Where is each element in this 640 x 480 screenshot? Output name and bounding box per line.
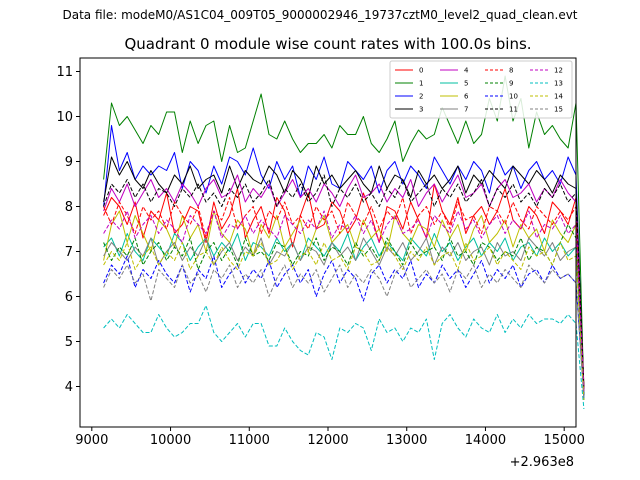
legend-box <box>389 60 573 119</box>
legend-label-1: 1 <box>419 80 423 88</box>
series-layer <box>103 75 585 410</box>
series-line-5 <box>103 233 585 401</box>
series-line-3 <box>103 156 585 387</box>
series-line-0 <box>103 183 585 387</box>
legend-label-3: 3 <box>419 106 423 114</box>
axes-layer: 9000 10000 11000 12000 13000 14000 15000 4 5 6 7 8 9… <box>56 57 585 448</box>
series-line-4 <box>103 174 585 392</box>
y-tick-label: 8 <box>65 200 73 215</box>
legend-label-12: 12 <box>554 67 563 75</box>
series-line-2 <box>103 125 585 401</box>
series-line-14 <box>103 242 585 401</box>
legend-label-14: 14 <box>554 93 563 101</box>
y-tick-label: 10 <box>56 110 73 125</box>
series-line-8 <box>103 197 585 392</box>
x-tick-label: 9000 <box>75 433 108 448</box>
legend-label-15: 15 <box>554 106 563 114</box>
file-label: Data file: modeM0/AS1C04_009T05_90000029… <box>62 8 577 22</box>
x-tick-label: 12000 <box>307 433 348 448</box>
y-tick-label: 6 <box>65 290 73 305</box>
x-tick-label: 11000 <box>229 433 270 448</box>
legend-label-9: 9 <box>509 80 513 88</box>
legend-label-0: 0 <box>419 67 423 75</box>
x-tick-label: 14000 <box>465 433 506 448</box>
legend-label-2: 2 <box>419 93 423 101</box>
legend-label-10: 10 <box>509 93 518 101</box>
legend-label-7: 7 <box>464 106 468 114</box>
legend-label-4: 4 <box>464 67 469 75</box>
y-tick-label: 4 <box>65 380 73 395</box>
legend-label-8: 8 <box>509 67 513 75</box>
x-tick-label: 13000 <box>386 433 427 448</box>
series-line-15 <box>103 264 585 401</box>
legend-label-5: 5 <box>464 80 468 88</box>
plot-background <box>80 58 576 427</box>
series-line-10 <box>103 255 585 396</box>
x-offset-label: +2.963e8 <box>510 455 574 470</box>
legend-label-11: 11 <box>509 106 518 114</box>
legend-label-6: 6 <box>464 93 469 101</box>
series-line-13 <box>103 305 585 410</box>
x-tick-label: 15000 <box>544 433 585 448</box>
series-line-11 <box>103 174 585 392</box>
chart-title: Quadrant 0 module wise count rates with … <box>124 35 531 53</box>
y-tick-label: 5 <box>65 335 73 350</box>
y-tick-label: 11 <box>56 65 73 80</box>
series-line-12 <box>103 210 585 392</box>
legend-label-13: 13 <box>554 80 563 88</box>
x-tick-label: 10000 <box>150 433 191 448</box>
y-tick-label: 9 <box>65 155 73 170</box>
plot-area <box>80 58 576 427</box>
y-tick-label: 7 <box>65 245 73 260</box>
